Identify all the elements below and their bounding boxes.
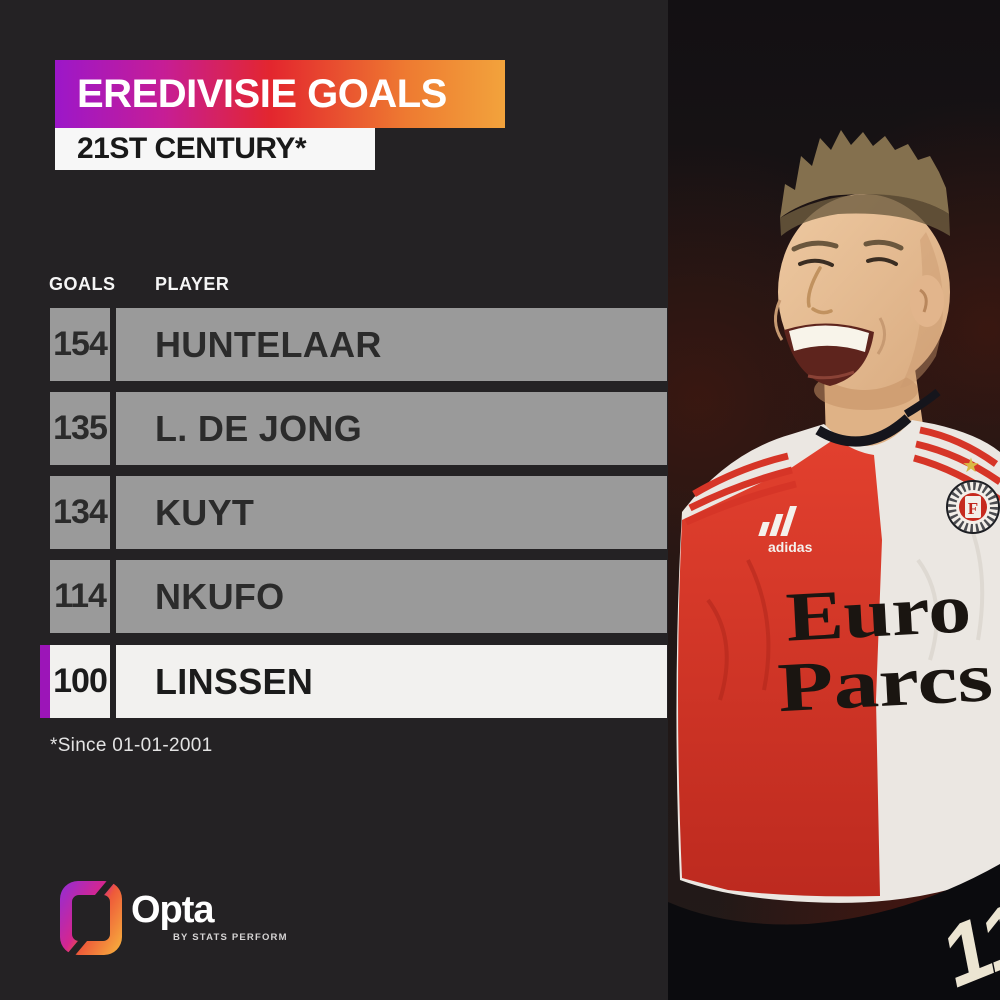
opta-logo-icon	[60, 881, 122, 955]
player-cell: KUYT	[116, 476, 667, 549]
player-photo: adidas ★ F Euro Parcs	[668, 0, 1000, 1000]
shirt-sponsor-text: Euro Parcs	[776, 570, 995, 727]
player-eyebrow-right	[863, 239, 904, 251]
table-row: 114 NKUFO	[50, 560, 667, 633]
feyenoord-crest-icon: ★ F	[946, 455, 1000, 534]
player-smile	[784, 323, 874, 386]
footnote: *Since 01-01-2001	[50, 735, 213, 756]
opta-branding: Opta BY STATS PERFORM	[60, 881, 288, 955]
player-eye-right	[866, 257, 898, 266]
goals-cell: 114	[50, 560, 110, 633]
crest-star-icon: ★	[962, 455, 980, 477]
player-eyebrow-left	[791, 240, 839, 252]
player-column-header: PLAYER	[155, 274, 230, 294]
goals-cell: 135	[50, 392, 110, 465]
player-eye-left	[798, 258, 834, 267]
crest-letter: F	[968, 499, 978, 518]
sponsor-line-1: Euro	[784, 570, 973, 657]
table-row: 135 L. DE JONG	[50, 392, 667, 465]
player-cell: NKUFO	[116, 560, 667, 633]
subtitle-banner: 21ST CENTURY*	[55, 128, 375, 170]
adidas-logo-icon: adidas	[758, 506, 813, 555]
goals-column-header: GOALS	[49, 274, 116, 294]
shirt-collar	[815, 414, 912, 447]
highlight-accent-bar	[40, 645, 50, 718]
shoulder-stripes-left	[684, 452, 797, 526]
player-hair	[780, 130, 949, 218]
player-figure: adidas ★ F Euro Parcs	[668, 130, 1000, 1000]
table-row: 134 KUYT	[50, 476, 667, 549]
goals-cell: 154	[50, 308, 110, 381]
goals-cell: 100	[50, 645, 110, 718]
table-row: 100 LINSSEN	[40, 645, 667, 718]
sponsor-line-2: Parcs	[776, 639, 995, 727]
table-row: 154 HUNTELAAR	[50, 308, 667, 381]
adidas-wordmark: adidas	[768, 539, 813, 555]
player-nose	[806, 266, 833, 315]
brand-byline: BY STATS PERFORM	[173, 932, 288, 943]
title-banner: EREDIVISIE GOALS	[55, 60, 505, 128]
player-shorts: 11	[668, 864, 1000, 1000]
goals-cell: 134	[50, 476, 110, 549]
player-shirt: adidas ★ F Euro Parcs	[676, 388, 1000, 903]
player-cell: LINSSEN	[116, 645, 667, 718]
shirt-red-panel	[678, 438, 882, 897]
player-cell: HUNTELAAR	[116, 308, 667, 381]
player-cell: L. DE JONG	[116, 392, 667, 465]
brand-name: Opta	[131, 889, 215, 931]
